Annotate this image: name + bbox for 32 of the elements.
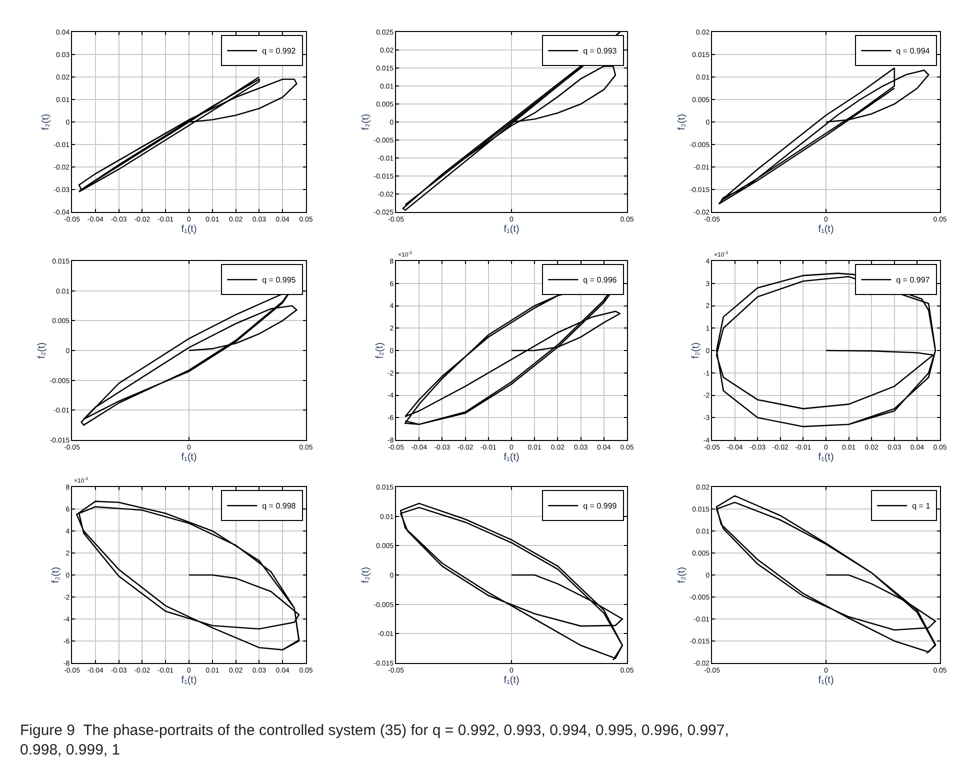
- x-axis-title: f₁(t): [504, 452, 520, 463]
- x-axis-title: f₁(t): [181, 452, 197, 463]
- x-axis-title: f₁(t): [181, 224, 197, 235]
- x-axis-title: f₁(t): [818, 674, 834, 686]
- x-axis-title: f₁(t): [818, 224, 834, 235]
- y-axis-title: f₂(t): [676, 566, 688, 584]
- y-axis-title: f₂(t): [40, 114, 52, 130]
- x-axis-title: f₁(t): [181, 674, 197, 686]
- y-axis-title: f₂(t): [690, 342, 702, 359]
- line-series: [78, 76, 298, 192]
- y-axis-title: f₂(t): [360, 114, 372, 130]
- y-axis-title: f₂(t): [36, 342, 48, 359]
- line-series: [400, 502, 624, 661]
- legend-label: q = 0.993: [583, 46, 618, 56]
- y-axis-title: f₂(t): [360, 566, 372, 584]
- x-axis-title: f₁(t): [504, 674, 520, 686]
- y-axis-title: f₂(t): [374, 342, 386, 359]
- y-axis-title: f₂(t): [50, 566, 62, 584]
- legend-label: q = 0.994: [896, 46, 930, 56]
- legend-label: q = 0.996: [583, 276, 618, 285]
- legend-label: q = 1: [912, 502, 931, 511]
- legend-label: q = 0.999: [583, 502, 618, 511]
- legend-label: q = 0.997: [896, 276, 930, 285]
- y-axis-title: f₂(t): [676, 114, 688, 130]
- legend-label: q = 0.998: [262, 502, 296, 511]
- legend-label: q = 0.995: [262, 276, 296, 285]
- legend-label: q = 0.992: [262, 46, 296, 56]
- caption: Figure 9 The phase-portraits of the controlled system (35) for q = 0.992, 0.993, 0.994, 0.995, 0.996, 0.997, 0.998, 0.999, 1: [20, 722, 729, 758]
- line-series: [76, 500, 300, 650]
- line-series: [716, 495, 936, 654]
- x-axis-title: f₁(t): [818, 452, 834, 463]
- x-axis-title: f₁(t): [504, 224, 520, 235]
